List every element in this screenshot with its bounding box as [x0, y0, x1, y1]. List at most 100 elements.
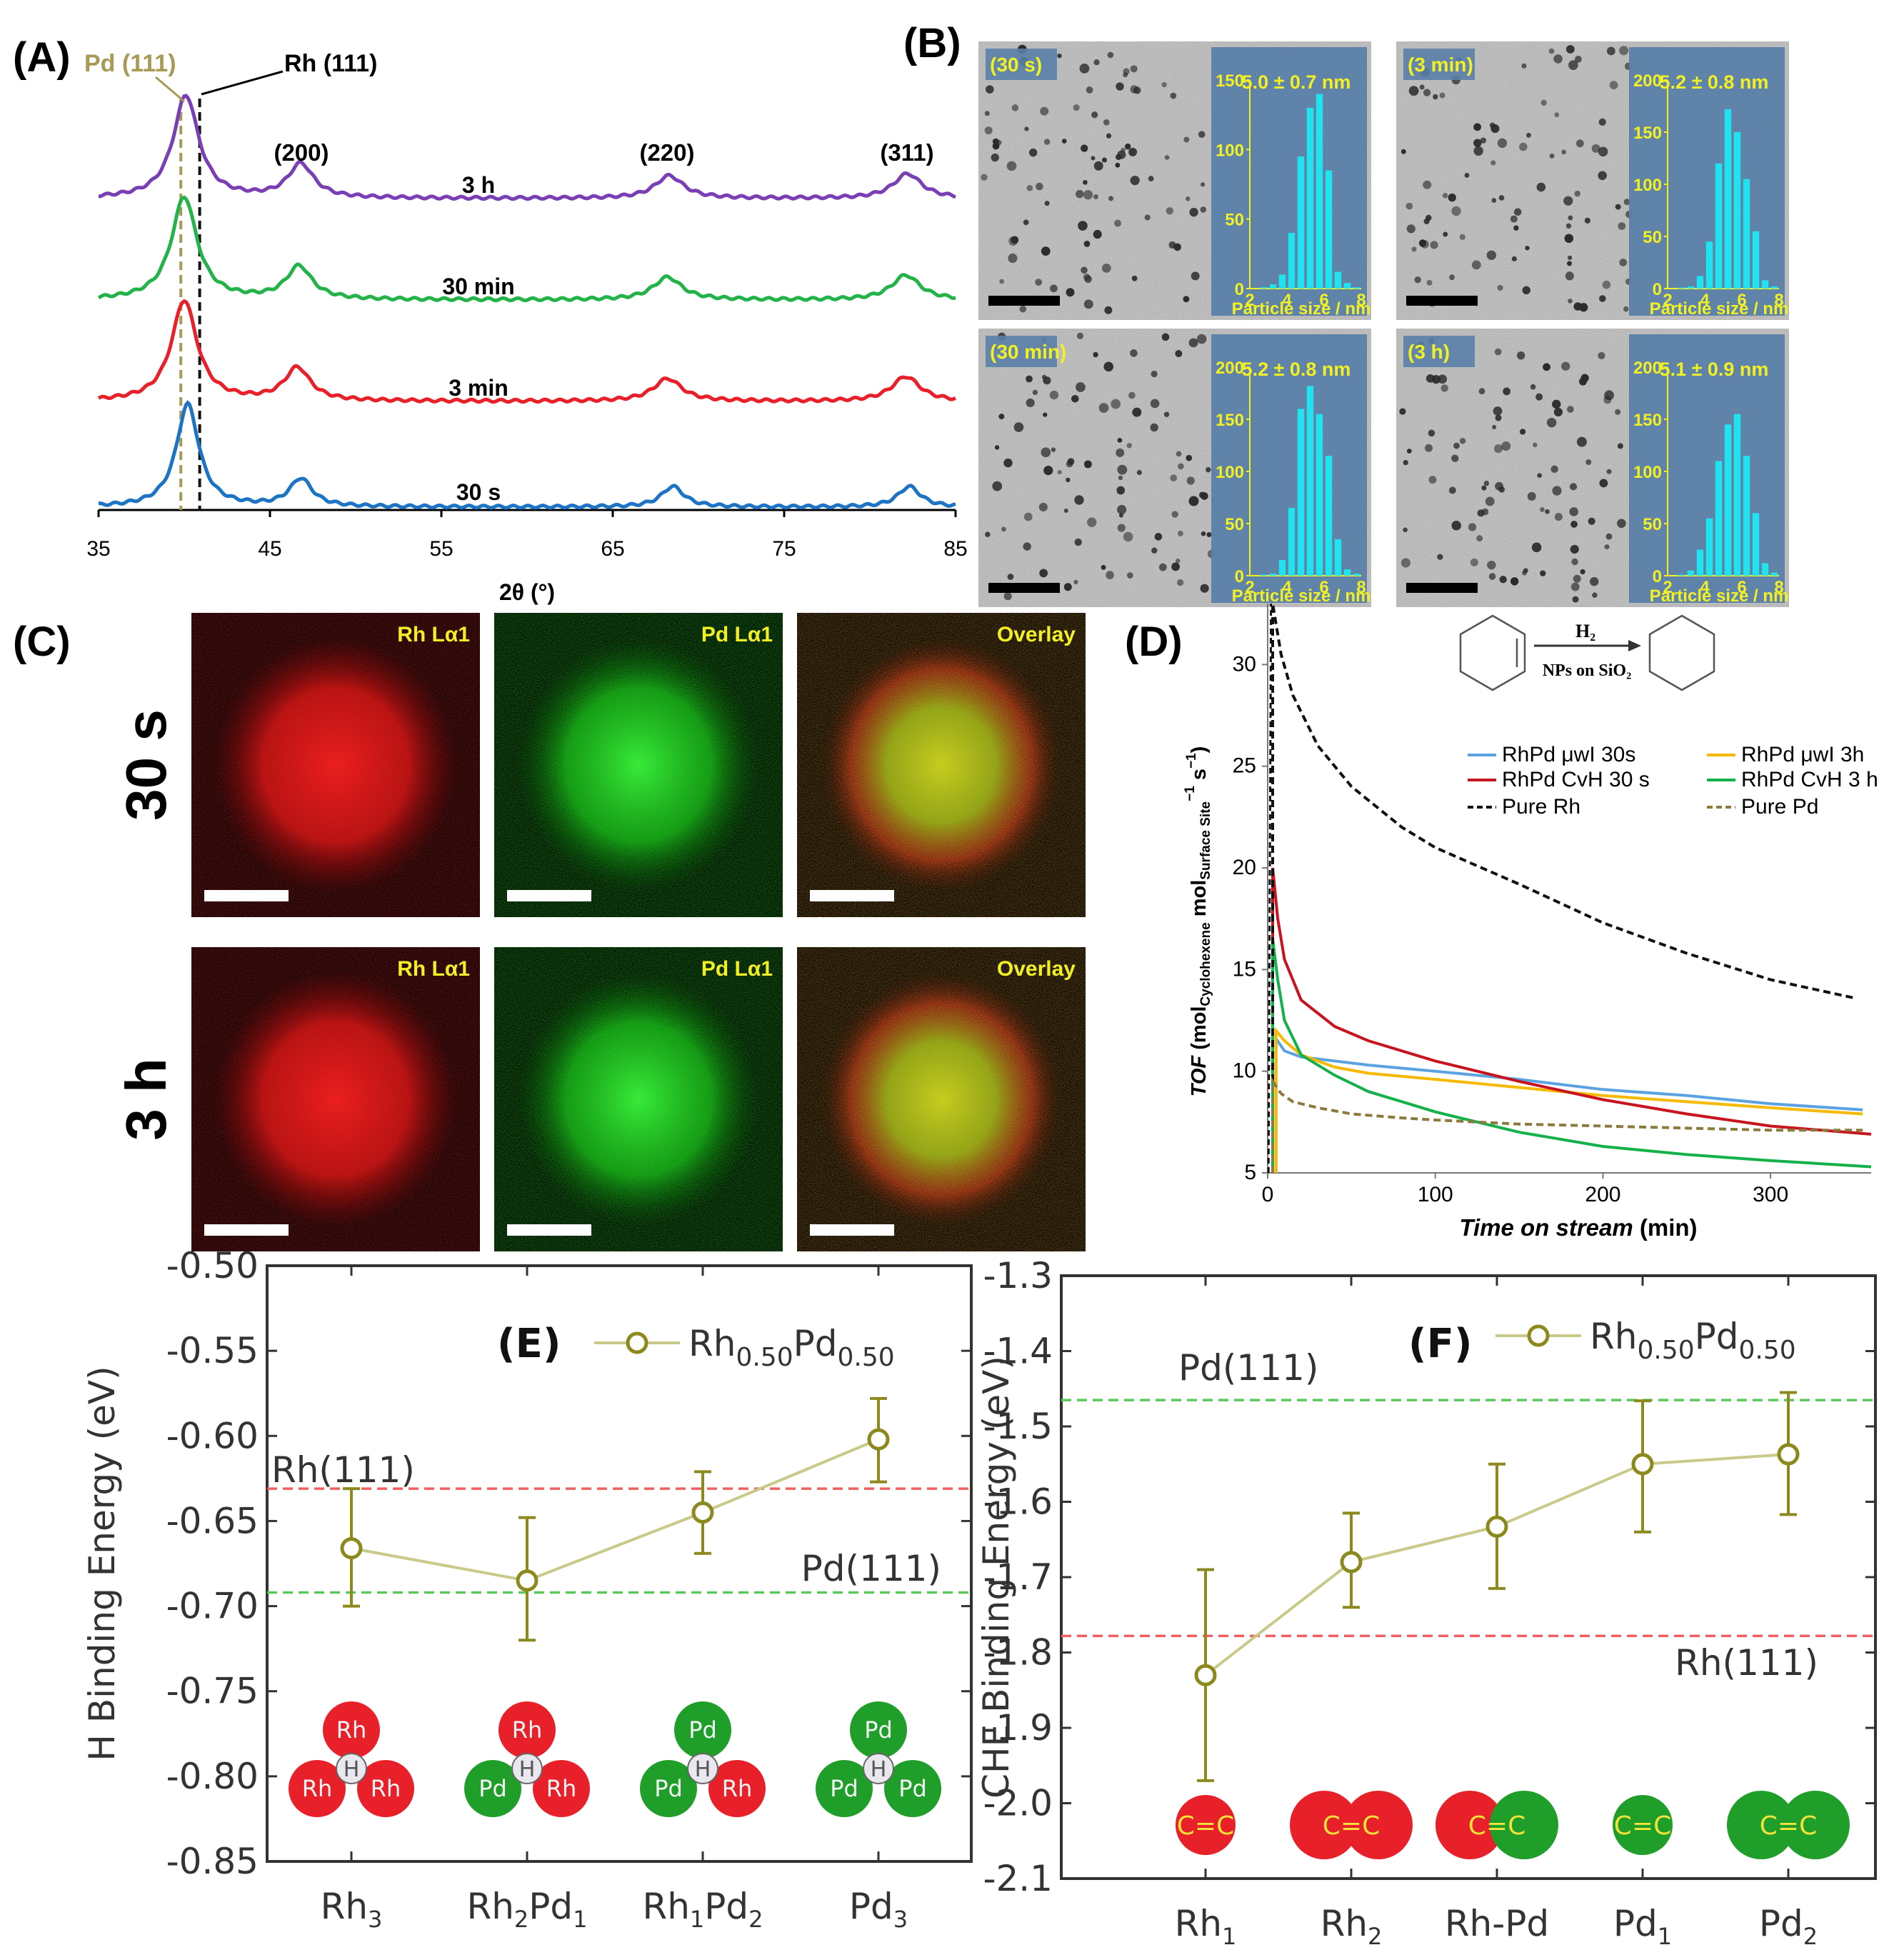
nanoparticle-dot — [1083, 299, 1093, 309]
nanoparticle-dot — [992, 138, 999, 145]
nanoparticle-dot — [1543, 363, 1550, 371]
histogram-x-tick-label: 2 — [1245, 291, 1254, 310]
xrd-series-label: 3 h — [462, 172, 495, 198]
tem-time-label: (30 s) — [990, 54, 1042, 76]
nanoparticle-dot — [1423, 218, 1430, 224]
panel-label-d: (D) — [1125, 619, 1183, 665]
nanoparticle-dot — [1401, 149, 1406, 154]
nanoparticle-dot — [1013, 422, 1024, 432]
nanoparticle-dot — [1516, 351, 1525, 360]
nanoparticle-dot — [1442, 193, 1448, 199]
eds-row-label: 3 h — [114, 1058, 178, 1141]
binding-panel-label: (F) — [1408, 1321, 1472, 1367]
nanoparticle-dot — [1003, 592, 1012, 601]
rh111-annotation: Rh (111) — [284, 50, 377, 77]
nanoparticle-dot — [1530, 384, 1536, 390]
nanoparticle-dot — [1106, 133, 1112, 139]
che-binding-panel: -1.3 -1.4 -1.5 -1.6 -1.7 -1.8 -1.9 -2.0 -2.1 CHE … — [976, 1255, 1877, 1950]
hydrogen-atom-label: H — [344, 1757, 360, 1782]
nanoparticle-dot — [1178, 463, 1184, 470]
nanoparticle-dot — [1573, 574, 1581, 583]
nanoparticle-dot — [1081, 144, 1088, 152]
nanoparticle-dot — [1459, 234, 1465, 240]
nanoparticle-dot — [1537, 473, 1542, 478]
histogram-bar — [1269, 284, 1277, 289]
nanoparticle-dot — [1598, 351, 1605, 360]
atom-label: Pd — [864, 1716, 893, 1744]
atom-rh — [289, 1760, 346, 1817]
binding-y-axis-label: CHE Binding Energy (eV) — [976, 1356, 1017, 1799]
nanoparticle-dot — [1073, 579, 1078, 585]
scale-bar — [988, 296, 1060, 306]
nanoparticle-dot — [985, 85, 994, 94]
nanoparticle-dot — [1164, 155, 1170, 160]
atom-rh — [1290, 1791, 1358, 1859]
nanoparticle-dot — [1118, 475, 1123, 481]
atom-rh — [708, 1760, 766, 1817]
nanoparticle-dot — [1148, 176, 1154, 181]
nanoparticle-dot — [1480, 137, 1487, 144]
nanoparticle-dot — [998, 414, 1005, 420]
tof-legend-label: RhPd CvH 3 h — [1741, 768, 1878, 791]
nanoparticle-dot — [1151, 370, 1158, 378]
nanoparticle-dot — [1399, 408, 1406, 415]
histogram-bar — [1733, 414, 1741, 576]
nanoparticle-dot — [1565, 45, 1575, 54]
nanoparticle-dot — [1443, 231, 1448, 237]
nanoparticle-dot — [1043, 412, 1048, 417]
nanoparticle-dot — [1602, 280, 1611, 289]
tem-time-label-box — [1403, 336, 1475, 367]
nanoparticle-dot — [1580, 569, 1585, 575]
atom-pd — [1613, 1795, 1673, 1855]
tem-tile: (3 h) 5.1 ± 0.9 nm 0 50 100 150 200 2 4 6 8Particl… — [1396, 329, 1789, 607]
nanoparticle-dot — [1123, 531, 1133, 542]
nanoparticle-dot — [1424, 444, 1433, 452]
hydrogen-atom-label: H — [871, 1757, 887, 1782]
histogram-y-tick-label: 200 — [1633, 359, 1662, 378]
nanoparticle-dot — [1501, 441, 1511, 451]
nanoparticle-dot — [1449, 274, 1455, 281]
histogram-bar — [1288, 233, 1296, 289]
nanoparticle-dot — [1403, 527, 1408, 533]
nanoparticle-dot — [1570, 582, 1580, 591]
tof-legend-label: RhPd CvH 30 s — [1502, 768, 1650, 791]
pd111-leader — [155, 76, 185, 103]
reference-energy-label: Pd(111) — [1178, 1347, 1318, 1389]
eds-row-label: 30 s — [114, 709, 178, 821]
eds-map-panel: 30 s Rh Lα1 Pd Lα1 Overlay 3 h Rh Lα1 Pd Lα1 Ov… — [114, 613, 1086, 1251]
nanoparticle-dot — [1485, 496, 1495, 506]
histogram-x-tick-label: 6 — [1319, 291, 1328, 310]
nanoparticle-dot — [1083, 460, 1092, 469]
binding-y-tick-label: -0.75 — [166, 1671, 259, 1712]
histogram-x-tick-label: 2 — [1663, 291, 1672, 310]
nanoparticle-dot — [1066, 288, 1075, 297]
nanoparticle-dot — [1418, 239, 1427, 247]
histogram-y-tick-label: 50 — [1225, 211, 1244, 230]
nanoparticle-dot — [1198, 491, 1206, 499]
nanoparticle-dot — [1568, 60, 1578, 70]
nanoparticle-dot — [1438, 374, 1448, 384]
tof-curve — [1271, 603, 1855, 1173]
nanoparticle-dot — [1186, 454, 1193, 461]
nanoparticle-dot — [1513, 225, 1519, 231]
nanoparticle-dot — [1605, 533, 1613, 540]
nanoparticle-dot — [1481, 508, 1489, 516]
nanoparticle-dot — [1566, 261, 1572, 266]
nanoparticle-dot — [1173, 243, 1181, 251]
nanoparticle-dot — [1568, 299, 1573, 304]
binding-energy-point — [1777, 1443, 1800, 1466]
nanoparticle-dot — [1568, 255, 1573, 260]
atom-pd — [850, 1701, 907, 1759]
nanoparticle-dot — [1574, 55, 1582, 63]
histogram-x-tick-label: 2 — [1663, 578, 1672, 597]
nanoparticle-dot — [1554, 513, 1563, 521]
xrd-x-tick-label: 65 — [601, 537, 624, 561]
histogram-bar — [1278, 274, 1286, 289]
pd111-annotation: Pd (111) — [84, 50, 176, 77]
nanoparticle-dot — [1568, 215, 1573, 221]
nanoparticle-dot — [1101, 157, 1107, 163]
histogram-x-tick-label: 8 — [1774, 578, 1783, 597]
nanoparticle-dot — [1106, 571, 1114, 579]
nanoparticle-dot — [1540, 570, 1546, 576]
nanoparticle-dot — [1076, 332, 1084, 339]
